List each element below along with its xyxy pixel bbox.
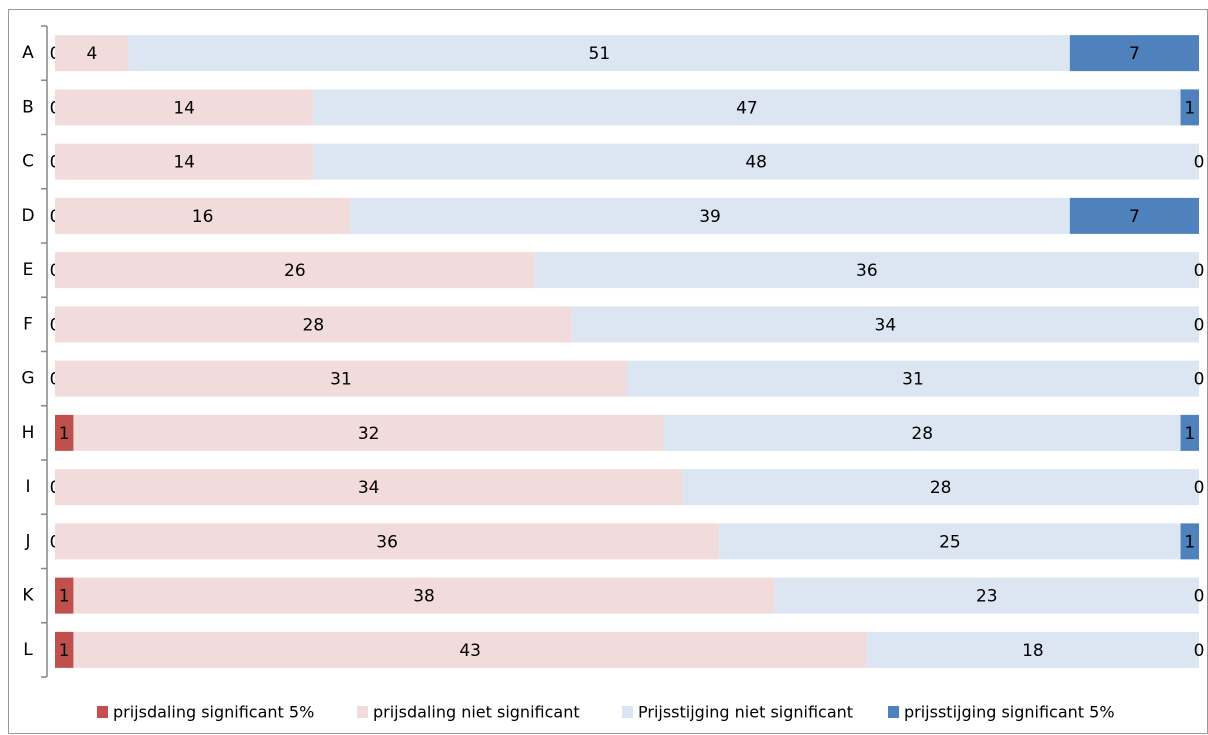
data-label: 51 <box>589 44 611 64</box>
legend-swatch <box>622 706 633 718</box>
bar-segment <box>1069 197 1199 234</box>
y-tick-label: C <box>22 152 34 172</box>
data-label: 1 <box>59 587 70 607</box>
bar-segment <box>55 143 314 180</box>
data-label: 14 <box>173 98 195 118</box>
data-label: 14 <box>173 153 195 173</box>
y-tick-label: B <box>22 97 34 117</box>
legend-swatch <box>357 706 368 718</box>
bar-segment <box>55 577 74 614</box>
data-label: 36 <box>376 532 398 552</box>
data-label: 0 <box>1194 261 1205 281</box>
data-label: 36 <box>856 261 878 281</box>
data-label: 1 <box>59 641 70 661</box>
data-label: 43 <box>459 641 481 661</box>
data-label: 23 <box>976 587 998 607</box>
data-label: 0 <box>1194 641 1205 661</box>
data-label: 48 <box>745 153 767 173</box>
data-label: 7 <box>1129 207 1140 227</box>
data-label: 39 <box>699 207 721 227</box>
legend-swatch <box>888 706 899 718</box>
bar-segment <box>682 469 1199 506</box>
bar-segment <box>55 414 74 451</box>
data-label: 1 <box>1184 424 1195 444</box>
data-label: 1 <box>1184 98 1195 118</box>
bar-segment <box>350 197 1070 234</box>
bar-segment <box>55 631 74 668</box>
bar-segment <box>73 631 867 668</box>
y-tick-label: K <box>22 586 34 606</box>
data-label: 1 <box>59 424 70 444</box>
bar-segment <box>55 523 720 560</box>
y-tick-label: D <box>21 206 34 226</box>
data-label: 16 <box>192 207 214 227</box>
data-label: 26 <box>284 261 306 281</box>
data-label: 0 <box>1194 587 1205 607</box>
bar-segment <box>55 306 572 343</box>
bar-segment <box>866 631 1199 668</box>
y-tick-label: H <box>22 423 35 443</box>
bar-segment <box>55 360 627 397</box>
bar-segment <box>1180 523 1199 560</box>
data-label: 7 <box>1129 44 1140 64</box>
data-label: 4 <box>86 44 97 64</box>
y-tick-label: A <box>22 43 34 63</box>
bar-segment <box>534 252 1199 289</box>
bar-segment <box>313 89 1181 126</box>
bar-segment <box>719 523 1181 560</box>
bar-segment <box>774 577 1199 614</box>
data-label: 1 <box>1184 532 1195 552</box>
bar-segment <box>128 35 1070 72</box>
bar-segment <box>571 306 1199 343</box>
data-label: 38 <box>413 587 435 607</box>
bar-segment <box>55 252 535 289</box>
legend-label: prijsdaling niet significant <box>373 703 580 722</box>
data-label: 28 <box>303 315 325 335</box>
y-tick-label: J <box>24 531 30 551</box>
y-tick-label: G <box>21 369 34 389</box>
legend-label: prijsdaling significant 5% <box>113 703 314 722</box>
bar-segment <box>73 414 664 451</box>
data-label: 0 <box>1194 370 1205 390</box>
bar-segment <box>55 469 683 506</box>
bar-segment <box>1069 35 1199 72</box>
bar-segment <box>73 577 775 614</box>
data-label: 34 <box>875 315 897 335</box>
bar-segment <box>55 89 314 126</box>
legend-label: prijsstijging significant 5% <box>904 703 1115 722</box>
legend-swatch <box>97 706 108 718</box>
y-tick-label: F <box>23 314 33 334</box>
data-label: 0 <box>1194 315 1205 335</box>
data-label: 32 <box>358 424 380 444</box>
data-label: 47 <box>736 98 758 118</box>
data-label: 28 <box>911 424 933 444</box>
data-label: 28 <box>930 478 952 498</box>
bar-segment <box>55 35 129 72</box>
bar-segment <box>55 197 351 234</box>
bar-segment <box>1180 89 1199 126</box>
bar-segment <box>313 143 1199 180</box>
data-label: 31 <box>902 370 924 390</box>
legend-label: Prijsstijging niet significant <box>638 703 853 722</box>
data-label: 25 <box>939 532 961 552</box>
data-label: 0 <box>1194 153 1205 173</box>
bar-segment <box>1180 414 1199 451</box>
data-label: 18 <box>1022 641 1044 661</box>
y-tick-label: L <box>23 640 33 660</box>
data-label: 0 <box>1194 478 1205 498</box>
y-tick-label: I <box>25 477 30 497</box>
bar-segment <box>663 414 1181 451</box>
data-label: 34 <box>358 478 380 498</box>
y-tick-label: E <box>23 260 34 280</box>
bar-segment <box>627 360 1199 397</box>
data-label: 31 <box>330 370 352 390</box>
